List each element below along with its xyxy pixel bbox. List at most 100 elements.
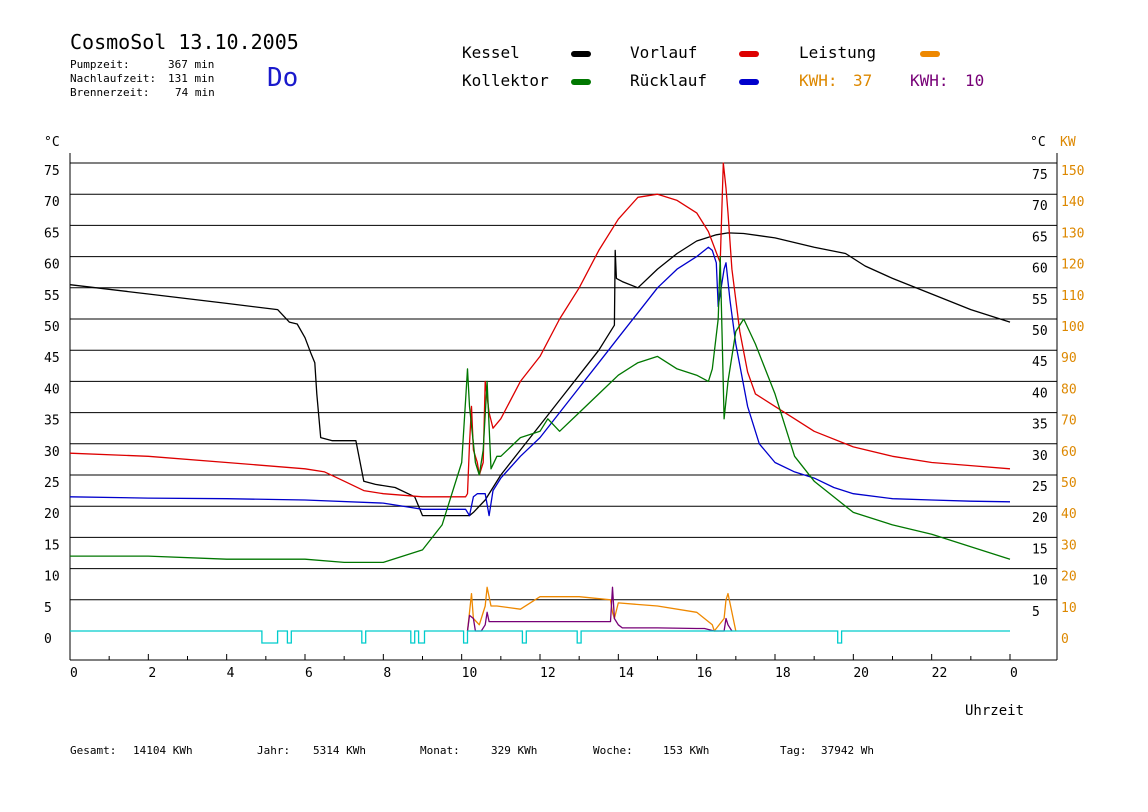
x-tick-label: 6 xyxy=(305,666,313,681)
x-tick-label: 14 xyxy=(618,666,634,681)
day-label: Tag: xyxy=(780,744,807,757)
y-tick-label-left: 45 xyxy=(44,351,60,366)
y-tick-label-right: 30 xyxy=(1032,449,1048,464)
y-tick-label-right: 65 xyxy=(1032,230,1048,245)
y-tick-label-kw: 60 xyxy=(1061,445,1077,460)
y-tick-label-kw: 150 xyxy=(1061,164,1084,179)
y-tick-label-right: 70 xyxy=(1032,199,1048,214)
y-tick-label-right: 60 xyxy=(1032,262,1048,277)
legend-kollektor-swatch xyxy=(571,79,591,85)
series-line-vorlauf xyxy=(69,162,1011,498)
x-axis-label: Uhrzeit xyxy=(965,703,1024,719)
series-line-leistung-2 xyxy=(466,586,733,632)
y-tick-label-left: 35 xyxy=(44,414,60,429)
y-axis-unit-left: °C xyxy=(44,135,60,150)
y-tick-label-kw: 110 xyxy=(1061,289,1084,304)
x-tick-label: 2 xyxy=(148,666,156,681)
y-tick-label-left: 65 xyxy=(44,226,60,241)
legend-kollektor: Kollektor xyxy=(462,71,549,90)
pump-time-value: 367 min xyxy=(168,58,215,71)
y-tick-label-right: 20 xyxy=(1032,511,1048,526)
after-time-value: 131 min xyxy=(168,72,215,85)
month-value: 329 KWh xyxy=(491,744,538,757)
y-tick-label-left: 15 xyxy=(44,538,60,553)
kwh-orange-label: KWH: xyxy=(799,71,838,90)
kwh-purple-label: KWH: xyxy=(910,71,949,90)
y-tick-label-kw: 10 xyxy=(1061,601,1077,616)
weekday-label: Do xyxy=(267,63,299,93)
y-tick-label-left: 50 xyxy=(44,320,60,335)
y-tick-label-left: 40 xyxy=(44,382,60,397)
week-value: 153 KWh xyxy=(663,744,710,757)
total-label: Gesamt: xyxy=(70,744,117,757)
y-tick-label-left: 25 xyxy=(44,476,60,491)
week-label: Woche: xyxy=(593,744,633,757)
legend-ruecklauf: Rücklauf xyxy=(630,71,708,90)
y-tick-label-kw: 30 xyxy=(1061,538,1077,553)
y-tick-label-kw: 90 xyxy=(1061,351,1077,366)
y-tick-label-kw: 20 xyxy=(1061,570,1077,585)
y-tick-label-left: 30 xyxy=(44,445,60,460)
x-tick-label: 22 xyxy=(932,666,948,681)
y-tick-label-left: 20 xyxy=(44,507,60,522)
y-tick-label-kw: 130 xyxy=(1061,226,1084,241)
series-line-leistung xyxy=(466,586,737,632)
y-axis-unit-kw: KW xyxy=(1060,135,1076,150)
y-tick-label-kw: 50 xyxy=(1061,476,1077,491)
y-tick-label-left: 10 xyxy=(44,570,60,585)
y-tick-label-kw: 120 xyxy=(1061,258,1084,273)
legend-ruecklauf-swatch xyxy=(739,79,759,85)
y-tick-label-left: 75 xyxy=(44,164,60,179)
series-line-r-cklauf xyxy=(69,246,1011,517)
y-tick-label-right: 35 xyxy=(1032,418,1048,433)
y-tick-label-right: 40 xyxy=(1032,386,1048,401)
month-label: Monat: xyxy=(420,744,460,757)
y-tick-label-left: 70 xyxy=(44,195,60,210)
x-tick-label: 8 xyxy=(383,666,391,681)
series-line-kessel xyxy=(69,232,1011,517)
y-tick-label-left: 0 xyxy=(44,632,52,647)
legend-leistung: Leistung xyxy=(799,43,877,62)
grid-lines xyxy=(70,162,1057,601)
y-tick-label-right: 45 xyxy=(1032,355,1048,370)
year-value: 5314 KWh xyxy=(313,744,366,757)
y-tick-label-kw: 80 xyxy=(1061,382,1077,397)
pump-state-line xyxy=(70,630,1010,644)
legend-vorlauf: Vorlauf xyxy=(630,43,698,62)
y-axis-unit-right: °C xyxy=(1030,135,1046,150)
pump-line xyxy=(70,630,1010,644)
burner-time-value: 74 min xyxy=(175,86,215,99)
y-tick-label-kw: 140 xyxy=(1061,195,1084,210)
year-label: Jahr: xyxy=(257,744,291,757)
y-tick-label-kw: 0 xyxy=(1061,632,1069,647)
x-tick-label: 4 xyxy=(227,666,235,681)
kwh-orange-value: 37 xyxy=(853,71,873,90)
burner-time-label: Brennerzeit: xyxy=(70,86,150,99)
x-tick-label: 18 xyxy=(775,666,791,681)
y-tick-label-kw: 100 xyxy=(1061,320,1084,335)
kwh-purple-value: 10 xyxy=(965,71,985,90)
x-tick-label: 10 xyxy=(462,666,478,681)
y-tick-label-left: 60 xyxy=(44,258,60,273)
y-tick-label-right: 55 xyxy=(1032,293,1048,308)
y-tick-label-right: 75 xyxy=(1032,168,1048,183)
series-line-kollektor xyxy=(70,255,1011,564)
x-tick-label: 16 xyxy=(697,666,713,681)
y-tick-label-right: 25 xyxy=(1032,480,1048,495)
total-value: 14104 KWh xyxy=(133,744,193,757)
x-tick-label: 20 xyxy=(853,666,869,681)
series-lines xyxy=(69,162,1011,632)
legend-kessel: Kessel xyxy=(462,43,520,62)
legend-leistung-swatch xyxy=(920,51,940,57)
axes: 0510152025303540455055606570755101520253… xyxy=(44,153,1084,681)
y-tick-label-right: 15 xyxy=(1032,542,1048,557)
x-tick-label: 0 xyxy=(70,666,78,681)
x-tick-label: 12 xyxy=(540,666,556,681)
y-tick-label-kw: 70 xyxy=(1061,414,1077,429)
after-time-label: Nachlaufzeit: xyxy=(70,72,157,85)
chart-title: CosmoSol 13.10.2005 xyxy=(70,30,299,54)
y-tick-label-right: 5 xyxy=(1032,605,1040,620)
pump-time-label: Pumpzeit: xyxy=(70,58,130,71)
y-tick-label-right: 50 xyxy=(1032,324,1048,339)
